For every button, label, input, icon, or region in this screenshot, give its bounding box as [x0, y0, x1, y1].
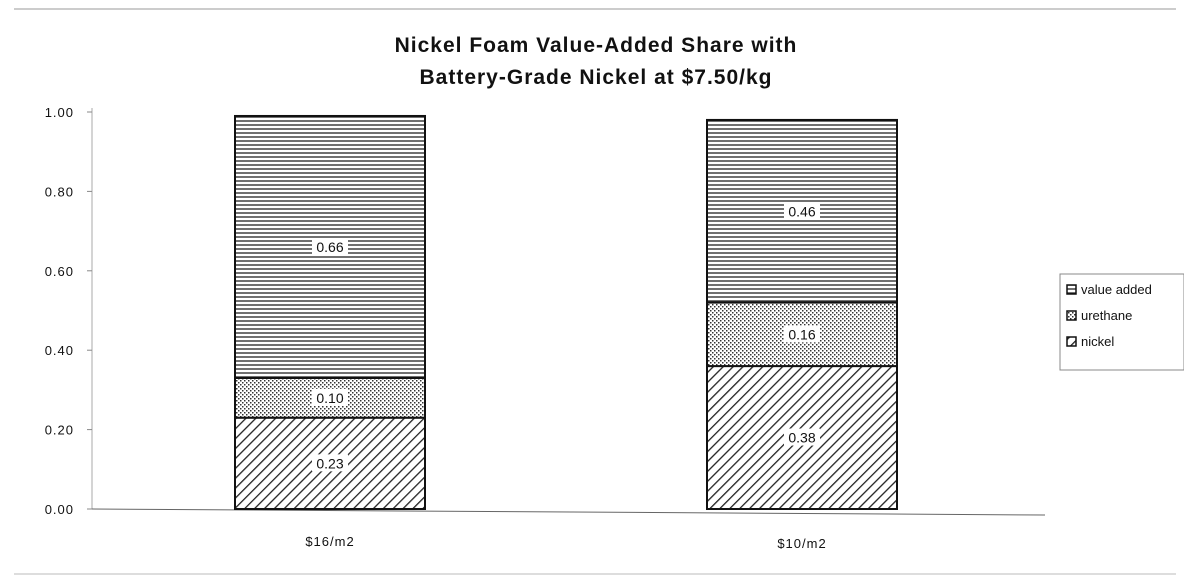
legend-label: value added [1081, 282, 1152, 297]
data-label: 0.66 [316, 239, 343, 255]
bar-series [234, 114, 898, 510]
y-tick-label: 0.20 [45, 423, 74, 438]
data-label-bg [784, 325, 820, 343]
data-label-bg [312, 237, 348, 255]
data-label: 0.46 [788, 203, 815, 219]
data-label-bg [312, 388, 348, 406]
legend-swatch-nickel [1066, 336, 1077, 347]
x-axis: $16/m2 $10/m2 [91, 508, 1046, 551]
legend-swatch-urethane [1066, 310, 1077, 321]
y-tick-label: 1.00 [45, 105, 74, 120]
chart-title-line-2: Battery-Grade Nickel at $7.50/kg [420, 66, 773, 89]
data-label-bg [784, 428, 820, 446]
y-tick-label: 0.00 [45, 502, 74, 517]
y-tick-label: 0.60 [45, 264, 74, 279]
y-tick-label: 0.80 [45, 184, 74, 199]
data-label: 0.10 [316, 390, 343, 406]
x-category-label: $10/m2 [777, 536, 826, 551]
y-tick-label: 0.40 [45, 343, 74, 358]
data-label-bg [312, 454, 348, 472]
legend-box [1059, 273, 1184, 371]
legend-swatch-value-added [1066, 284, 1077, 295]
legend-label: nickel [1081, 334, 1114, 349]
chart-title-line-1: Nickel Foam Value-Added Share with [395, 34, 798, 57]
legend-label: urethane [1081, 308, 1132, 323]
data-label: 0.38 [788, 430, 815, 446]
data-label: 0.23 [316, 455, 343, 471]
x-category-label: $16/m2 [305, 534, 354, 549]
data-label: 0.16 [788, 326, 815, 342]
data-label-bg [784, 202, 820, 220]
y-axis: 0.00 0.20 0.40 0.60 0.80 1.00 [45, 105, 93, 517]
data-labels: 0.23 0.10 0.66 0.38 0.16 0.46 [312, 202, 820, 472]
legend: value added urethane nickel [1059, 273, 1184, 371]
